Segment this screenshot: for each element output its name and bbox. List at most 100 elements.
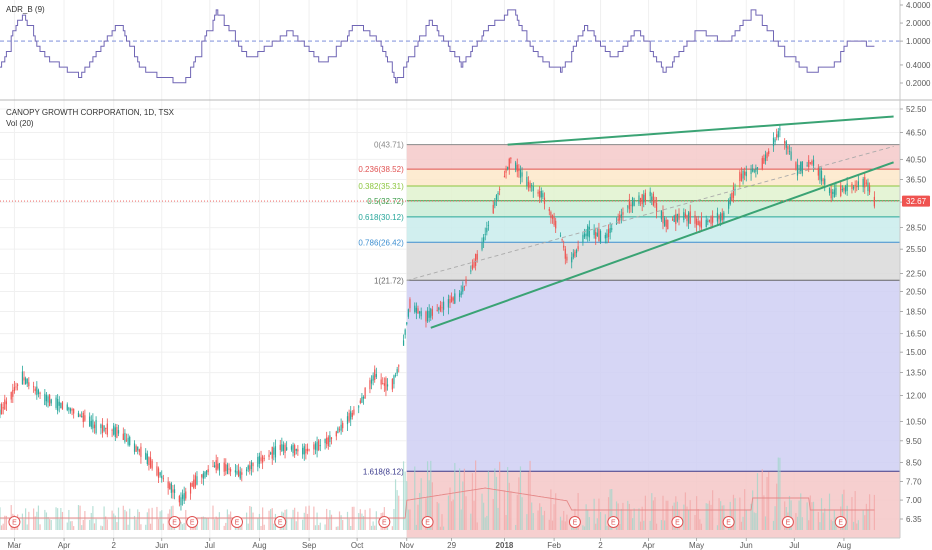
candle-body	[582, 234, 584, 243]
trendlines[interactable]	[0, 115, 900, 329]
candle-body	[492, 204, 494, 214]
volume-bar	[89, 519, 91, 530]
candle-body	[777, 131, 779, 138]
candle-body	[342, 422, 344, 429]
candle-body	[654, 201, 656, 204]
candle-body	[471, 264, 474, 269]
candle-body	[185, 491, 187, 499]
fib-label-0.236: 0.236(38.52)	[358, 165, 404, 174]
volume-bar	[404, 471, 406, 530]
candle-body	[133, 443, 136, 452]
candle-body	[167, 481, 169, 489]
candle-body	[812, 159, 815, 166]
fib-label-0: 0(43.71)	[374, 141, 404, 150]
earnings-icon	[607, 516, 620, 528]
candle-body	[817, 167, 819, 176]
candle-body	[801, 161, 803, 174]
candle-body	[718, 215, 720, 220]
candle-body	[550, 212, 552, 218]
candle-body	[114, 427, 116, 437]
candle-body	[103, 425, 105, 431]
volume-bar	[135, 519, 137, 530]
fib-zone-0.618	[406, 216, 900, 243]
volume-bar	[180, 522, 182, 530]
candle-body	[587, 225, 589, 237]
fib-label-0.786: 0.786(26.42)	[358, 238, 404, 247]
candle-body	[846, 183, 848, 191]
fibonacci-retracement[interactable]: 0(43.71) 0.236(38.52) 0.382(35.31) 0.5(32.7…	[358, 141, 900, 538]
volume-bar	[362, 516, 365, 530]
fib-label-0.382: 0.382(35.31)	[358, 182, 404, 191]
candle-body	[100, 424, 102, 429]
volume-bar	[750, 503, 752, 530]
candle-body	[454, 293, 456, 304]
volume-bar	[239, 524, 241, 530]
candle-body	[262, 456, 264, 463]
candle-body	[116, 426, 118, 438]
volume-bar	[833, 510, 835, 530]
candle-body	[609, 228, 611, 234]
earnings-icon-letter: E	[726, 520, 731, 527]
volume-bar	[651, 493, 653, 530]
candle-body	[431, 309, 433, 316]
candle-body	[844, 185, 847, 192]
candle-body	[543, 197, 546, 204]
candle-body	[77, 412, 80, 418]
candle-body	[673, 215, 675, 222]
candle-body	[274, 446, 277, 458]
candle-body	[69, 408, 72, 412]
candle-body	[752, 168, 754, 172]
candle-body	[708, 219, 711, 222]
price-tick-label: 40.50	[906, 155, 927, 164]
volume-bar	[241, 524, 243, 530]
candle-body	[257, 456, 259, 467]
volume-bar	[873, 494, 875, 530]
candle-body	[596, 232, 598, 236]
price-tick-label: 12.00	[906, 391, 927, 400]
candle-body	[406, 322, 408, 325]
volume-bar	[675, 496, 677, 530]
candle-body	[234, 470, 237, 473]
earnings-icon-letter: E	[382, 520, 387, 527]
volume-bar	[21, 513, 24, 530]
trendline-dashed-midline	[406, 145, 894, 281]
volume-bar	[394, 479, 397, 530]
time-tick-label: Nov	[400, 541, 414, 550]
volume-bar	[77, 505, 80, 530]
volume-bar	[526, 514, 528, 530]
volume-label: Vol (20)	[6, 119, 34, 128]
candle-body	[852, 186, 855, 189]
price-tick-label: 36.50	[906, 176, 927, 185]
volume-bar	[577, 493, 579, 530]
indicator-tick-label: 0.2000	[906, 79, 931, 88]
earnings-icon	[421, 516, 434, 528]
volume-bar	[598, 498, 600, 530]
candle-body	[212, 466, 214, 468]
volume-bar	[183, 522, 185, 530]
volume-bar	[630, 509, 632, 530]
volume-bar	[652, 500, 654, 530]
volume-bar	[319, 522, 321, 530]
candle-body	[418, 311, 421, 314]
volume-bar	[428, 480, 430, 530]
volume-bar	[226, 509, 229, 530]
volume-bar	[740, 521, 743, 530]
candle-body	[539, 191, 541, 198]
volume-bar	[71, 521, 73, 530]
candle-body	[303, 446, 305, 455]
volume-bar	[270, 509, 272, 530]
time-tick-label: Mar	[8, 541, 22, 550]
candle-body	[329, 435, 331, 442]
volume-bar	[374, 525, 376, 530]
candle-body	[649, 191, 651, 197]
volume-bar	[271, 508, 273, 530]
time-tick-label: 29	[447, 541, 456, 550]
candle-body	[721, 213, 723, 221]
candle-body	[566, 256, 568, 261]
candle-body	[122, 433, 124, 441]
volume-bar	[633, 508, 635, 530]
volume-bar	[475, 460, 477, 530]
candle-body	[414, 305, 416, 313]
